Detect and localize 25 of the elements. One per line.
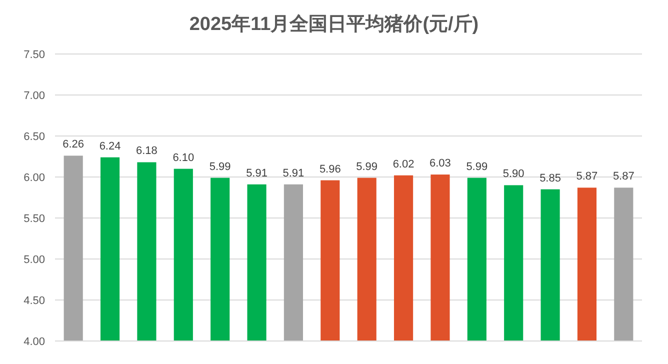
data-label: 5.99 (209, 160, 231, 173)
data-label: 5.91 (246, 167, 268, 180)
y-tick-label: 5.50 (24, 213, 45, 225)
data-label: 5.91 (282, 167, 304, 180)
y-tick-label: 4.50 (24, 295, 45, 307)
data-label: 5.87 (576, 170, 598, 183)
data-label: 5.87 (612, 170, 634, 183)
data-label: 5.90 (502, 168, 524, 180)
y-tick-label: 4.00 (24, 336, 45, 348)
y-tick-label: 6.50 (24, 131, 45, 143)
data-label: 6.24 (99, 140, 121, 152)
data-label: 6.03 (430, 158, 451, 170)
data-label: 5.85 (540, 172, 561, 184)
chart-title: 2025年11月全国日平均猪价(元/斤) (189, 13, 479, 35)
y-tick-label: 7.00 (24, 90, 45, 102)
data-label: 5.99 (356, 160, 378, 173)
data-label: 5.99 (466, 160, 488, 173)
y-tick-label: 7.50 (24, 49, 45, 61)
data-label: 5.96 (319, 163, 341, 176)
y-tick-label: 6.00 (24, 172, 45, 184)
data-label: 6.18 (136, 145, 158, 158)
data-label: 6.02 (392, 158, 414, 170)
y-tick-label: 5.00 (24, 254, 45, 266)
data-label: 6.26 (62, 138, 84, 151)
data-label: 6.10 (172, 152, 194, 164)
